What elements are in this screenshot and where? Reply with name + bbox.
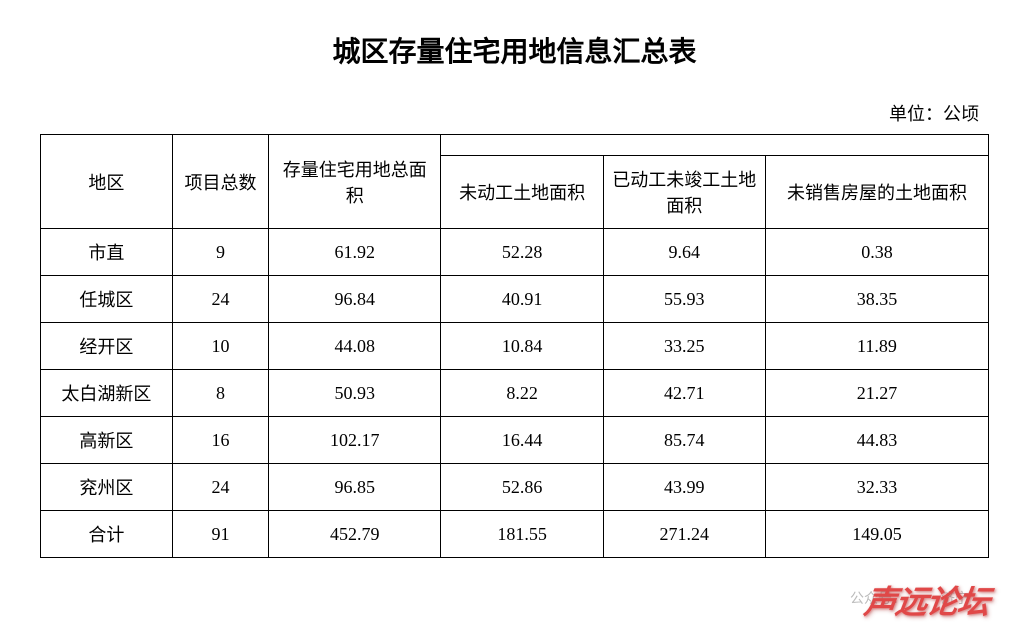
header-row-1: 地区 项目总数 存量住宅用地总面积: [41, 135, 989, 156]
cell-count: 91: [172, 511, 268, 558]
cell-unsold: 149.05: [765, 511, 988, 558]
cell-count: 10: [172, 323, 268, 370]
cell-unsold: 38.35: [765, 276, 988, 323]
table-row: 太白湖新区 8 50.93 8.22 42.71 21.27: [41, 370, 989, 417]
cell-started: 85.74: [603, 417, 765, 464]
cell-started: 55.93: [603, 276, 765, 323]
cell-region: 兖州区: [41, 464, 173, 511]
cell-total: 44.08: [269, 323, 441, 370]
cell-total: 452.79: [269, 511, 441, 558]
unit-label: 单位：公顷: [40, 100, 989, 126]
cell-started: 271.24: [603, 511, 765, 558]
cell-region: 高新区: [41, 417, 173, 464]
header-region: 地区: [41, 135, 173, 229]
cell-total: 96.85: [269, 464, 441, 511]
watermark-text: 公众号： 济宁: [850, 588, 969, 608]
table-body: 市直 9 61.92 52.28 9.64 0.38 任城区 24 96.84 …: [41, 229, 989, 558]
table-row: 兖州区 24 96.85 52.86 43.99 32.33: [41, 464, 989, 511]
cell-total: 50.93: [269, 370, 441, 417]
table-row: 经开区 10 44.08 10.84 33.25 11.89: [41, 323, 989, 370]
cell-unstarted: 10.84: [441, 323, 603, 370]
cell-unsold: 44.83: [765, 417, 988, 464]
cell-unsold: 21.27: [765, 370, 988, 417]
header-unstarted: 未动工土地面积: [441, 156, 603, 229]
table-row: 高新区 16 102.17 16.44 85.74 44.83: [41, 417, 989, 464]
cell-count: 8: [172, 370, 268, 417]
header-started: 已动工未竣工土地面积: [603, 156, 765, 229]
cell-unstarted: 8.22: [441, 370, 603, 417]
cell-region: 任城区: [41, 276, 173, 323]
table-row: 市直 9 61.92 52.28 9.64 0.38: [41, 229, 989, 276]
table-row: 任城区 24 96.84 40.91 55.93 38.35: [41, 276, 989, 323]
header-project-count: 项目总数: [172, 135, 268, 229]
cell-started: 42.71: [603, 370, 765, 417]
cell-region: 太白湖新区: [41, 370, 173, 417]
cell-total: 61.92: [269, 229, 441, 276]
cell-started: 43.99: [603, 464, 765, 511]
table-row: 合计 91 452.79 181.55 271.24 149.05: [41, 511, 989, 558]
cell-unsold: 32.33: [765, 464, 988, 511]
cell-unstarted: 181.55: [441, 511, 603, 558]
stamp-text: 声远论坛: [862, 577, 992, 623]
cell-region: 市直: [41, 229, 173, 276]
data-table: 地区 项目总数 存量住宅用地总面积 未动工土地面积 已动工未竣工土地面积 未销售…: [40, 134, 989, 558]
cell-count: 16: [172, 417, 268, 464]
cell-unstarted: 52.86: [441, 464, 603, 511]
page-title: 城区存量住宅用地信息汇总表: [40, 30, 989, 70]
cell-unstarted: 52.28: [441, 229, 603, 276]
cell-unsold: 11.89: [765, 323, 988, 370]
cell-unstarted: 16.44: [441, 417, 603, 464]
cell-total: 96.84: [269, 276, 441, 323]
cell-region: 经开区: [41, 323, 173, 370]
header-span: [441, 135, 989, 156]
header-unsold: 未销售房屋的土地面积: [765, 156, 988, 229]
header-total-area: 存量住宅用地总面积: [269, 135, 441, 229]
cell-unstarted: 40.91: [441, 276, 603, 323]
cell-count: 24: [172, 464, 268, 511]
cell-count: 9: [172, 229, 268, 276]
cell-started: 33.25: [603, 323, 765, 370]
cell-region: 合计: [41, 511, 173, 558]
cell-count: 24: [172, 276, 268, 323]
cell-unsold: 0.38: [765, 229, 988, 276]
cell-started: 9.64: [603, 229, 765, 276]
cell-total: 102.17: [269, 417, 441, 464]
